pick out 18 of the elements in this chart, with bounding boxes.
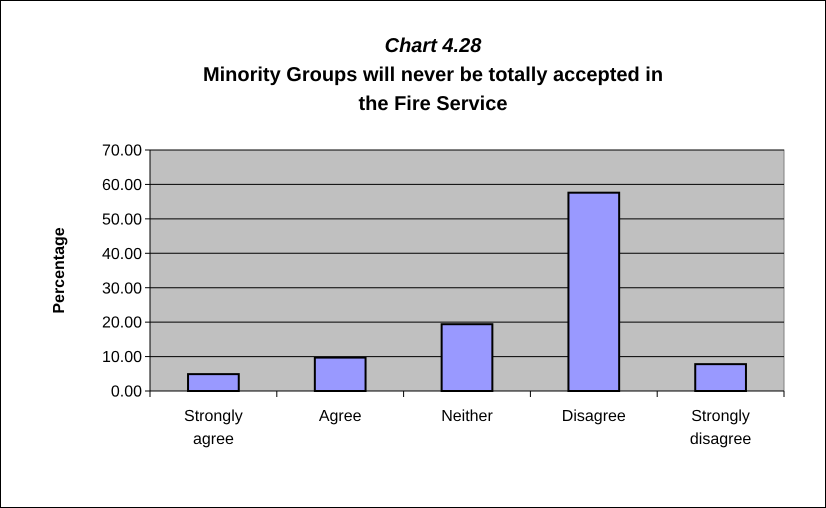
y-tick-label: 40.00 [102, 246, 142, 263]
chart-title: Chart 4.28 [384, 35, 482, 57]
y-tick-label: 10.00 [102, 349, 142, 366]
bar [187, 373, 240, 392]
y-tick-label: 0.00 [110, 384, 142, 401]
x-tick-label: Strongly agree [184, 408, 243, 448]
y-tick-label: 50.00 [102, 211, 142, 228]
x-tick-label: Neither [441, 408, 494, 425]
y-axis-title: Percentage [51, 227, 68, 314]
x-tick-label: Disagree [562, 408, 626, 425]
y-tick-label: 70.00 [102, 142, 142, 160]
x-tick-label: Agree [318, 408, 362, 425]
bar [694, 363, 747, 392]
chart-subtitle: Minority Groups will never be totally accepted in the Fire Service [202, 64, 664, 115]
y-tick-label: 30.00 [102, 280, 142, 298]
y-tick-label: 20.00 [102, 314, 142, 332]
y-tick-label: 60.00 [102, 177, 142, 194]
x-tick-label: Strongly disagree [690, 408, 752, 448]
